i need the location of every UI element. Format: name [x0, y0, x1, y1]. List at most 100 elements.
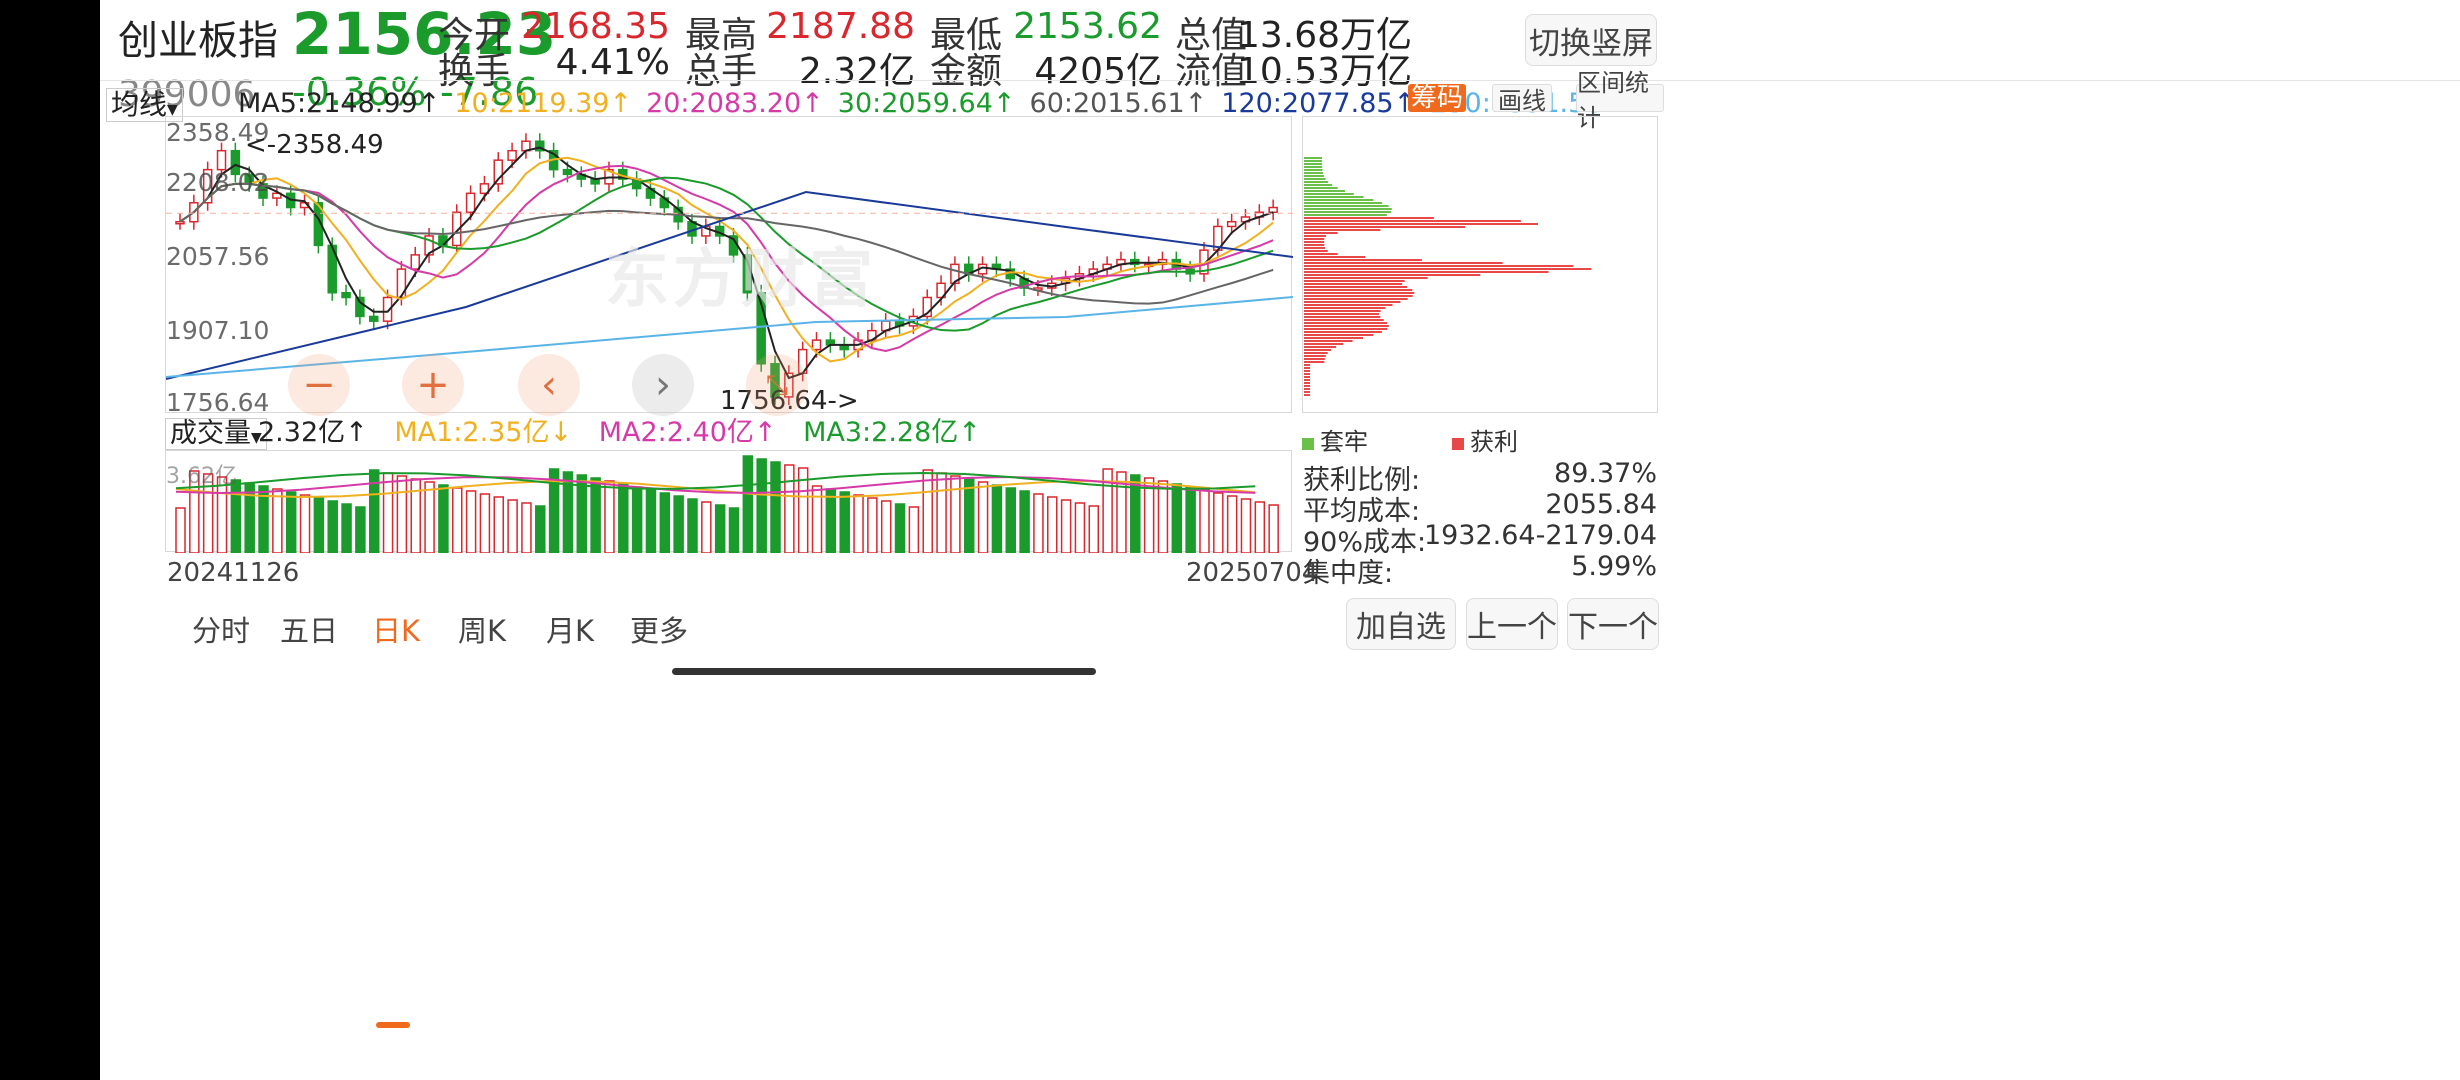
field-value: 13.68万亿: [1237, 15, 1413, 56]
volume-bar: [1226, 495, 1238, 553]
chip-bar: [1304, 190, 1345, 192]
chip-bar: [1304, 196, 1364, 198]
volume-canvas: [175, 455, 1279, 553]
tab-4[interactable]: 周K: [458, 614, 507, 648]
ma-value: 10:2119.39↑: [454, 88, 633, 119]
tab-3[interactable]: 日K: [372, 614, 421, 648]
active-tab-indicator: [376, 1022, 410, 1028]
chip-bar: [1304, 241, 1325, 243]
chip-bar: [1304, 361, 1325, 363]
field-value: 2.32亿: [798, 51, 915, 92]
add-watchlist-button[interactable]: 加自选: [1346, 598, 1456, 650]
volume-bar: [659, 492, 671, 553]
volume-bar: [908, 506, 920, 553]
tab-1[interactable]: 分时: [192, 614, 251, 648]
chip-bar: [1304, 358, 1325, 360]
chip-bar: [1304, 310, 1381, 312]
chip-bar: [1304, 250, 1328, 252]
volume-bar: [618, 483, 629, 553]
switch-portrait-button[interactable]: 切换竖屏: [1525, 14, 1657, 66]
watermark: 东方财富: [605, 243, 877, 317]
volume-bar: [1185, 486, 1196, 553]
chevron-right-icon: ›: [655, 362, 671, 408]
volume-bar: [396, 475, 408, 553]
volume-bar: [452, 487, 463, 553]
volume-ma-line: [175, 479, 1256, 498]
chip-bar: [1304, 247, 1326, 249]
chip-bar: [1304, 229, 1381, 231]
tab-6[interactable]: 更多: [630, 614, 689, 648]
volume-ma3: MA3:2.28亿↑: [803, 417, 981, 448]
volume-bar: [811, 485, 823, 553]
next-button[interactable]: 下一个: [1567, 598, 1659, 650]
previous-button[interactable]: 上一个: [1466, 598, 1558, 650]
ma-selector[interactable]: 均线▼: [106, 88, 183, 122]
volume-chart[interactable]: [165, 450, 1292, 553]
volume-bar: [645, 489, 657, 553]
volume-bar: [576, 474, 588, 553]
volume-bar: [880, 500, 892, 553]
kline-chart[interactable]: [165, 116, 1293, 413]
volume-bar: [1171, 483, 1183, 553]
chip-bar: [1304, 298, 1408, 300]
candle: [922, 296, 932, 318]
zoom-in-button[interactable]: +: [402, 354, 464, 416]
tab-5[interactable]: 月K: [546, 614, 595, 648]
ma-value: MA5:2148.99↑: [238, 88, 441, 119]
volume-bar: [797, 467, 809, 553]
candle: [175, 220, 185, 225]
volume-bar: [244, 482, 255, 553]
chip-bar: [1304, 193, 1354, 195]
candle: [258, 183, 268, 199]
volume-bar: [1019, 490, 1030, 553]
chip-bar: [1304, 322, 1388, 324]
chevron-down-icon: ▼: [251, 430, 262, 446]
zoom-out-button[interactable]: −: [288, 354, 350, 416]
volume-bar: [175, 507, 186, 553]
chip-bar: [1304, 232, 1338, 234]
chip-bar: [1304, 205, 1389, 207]
chip-bar: [1304, 253, 1338, 255]
tab-2[interactable]: 五日: [280, 614, 339, 648]
volume-selector[interactable]: 成交量▼: [165, 418, 267, 450]
candle: [355, 296, 365, 318]
chip-button[interactable]: 筹码: [1408, 84, 1466, 112]
chip-stat-label: 获利比例:: [1303, 465, 1421, 496]
candle: [479, 183, 490, 195]
chip-bar: [1304, 325, 1389, 327]
chip-bar: [1304, 331, 1382, 333]
chip-bar: [1304, 259, 1422, 261]
scroll-right-button[interactable]: ›: [632, 354, 694, 416]
start-date: 20241126: [167, 558, 300, 588]
volume-bar: [438, 484, 449, 553]
chip-bar: [1304, 343, 1344, 345]
home-indicator[interactable]: [672, 668, 1096, 675]
draw-line-button[interactable]: 画线: [1492, 84, 1552, 115]
ma-line: [179, 156, 1274, 363]
volume-bar: [867, 497, 878, 553]
volume-bar: [493, 496, 505, 553]
chip-bar: [1304, 301, 1401, 303]
volume-bar: [1240, 498, 1252, 553]
legend-profit-label: 获利: [1470, 428, 1518, 456]
chip-bar: [1304, 244, 1325, 246]
candle: [202, 168, 213, 204]
chip-stat-label: 集中度:: [1303, 558, 1394, 589]
field-label: 金额: [930, 51, 1003, 92]
chip-bar: [1304, 208, 1392, 210]
change-pct: -0.36%: [292, 70, 427, 114]
range-stats-button[interactable]: 区间统计: [1576, 69, 1664, 132]
volume-bar: [548, 468, 560, 553]
scroll-left-button[interactable]: ‹: [518, 354, 580, 416]
chip-bar: [1304, 352, 1328, 354]
ma-value: 120:2077.85↑: [1221, 88, 1417, 119]
chip-bar: [1304, 166, 1323, 168]
candle: [1226, 220, 1237, 228]
volume-bar: [701, 501, 712, 553]
ma120-line: [166, 190, 1293, 380]
chip-bar: [1304, 328, 1388, 330]
collapse-button[interactable]: ⤡: [746, 354, 808, 416]
legend-trapped: 套牢: [1302, 422, 1368, 457]
candle: [410, 254, 420, 270]
volume-bar: [521, 502, 532, 553]
